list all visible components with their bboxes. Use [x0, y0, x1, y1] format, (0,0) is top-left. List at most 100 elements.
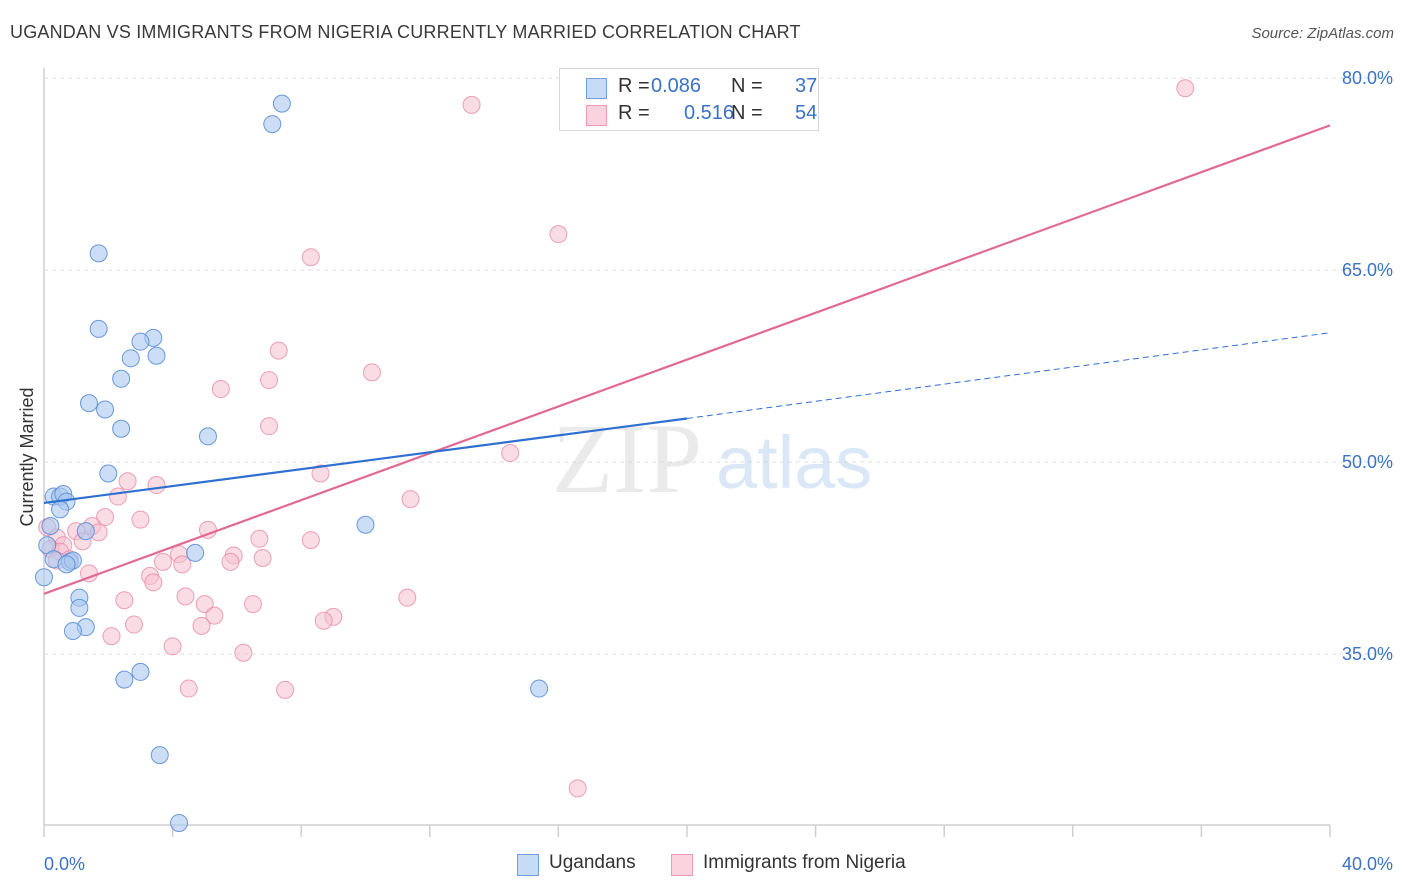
- grid-lines: [44, 77, 1392, 655]
- data-point-nigeria: [549, 225, 568, 244]
- x-tick-label: 0.0%: [44, 854, 85, 874]
- bottom-legend-swatch-blue: [517, 854, 539, 876]
- trend-lines: [43, 124, 1331, 595]
- bottom-legend-label: Immigrants from Nigeria: [703, 852, 906, 873]
- data-point-nigeria: [195, 595, 214, 614]
- data-point-nigeria: [131, 510, 150, 529]
- data-point-ugandan: [121, 349, 140, 368]
- data-point-nigeria: [144, 573, 163, 592]
- data-point-nigeria: [1176, 79, 1195, 98]
- data-point-nigeria: [153, 552, 172, 571]
- data-point-ugandan: [112, 369, 131, 388]
- data-point-nigeria: [102, 627, 121, 646]
- source-credit: Source: ZipAtlas.com: [1251, 25, 1394, 42]
- data-point-ugandan: [57, 555, 76, 574]
- data-point-nigeria: [301, 248, 320, 267]
- legend-r-value: 0.516: [684, 102, 735, 124]
- data-point-nigeria: [192, 616, 211, 635]
- data-point-nigeria: [501, 444, 520, 463]
- axes: [43, 68, 1331, 837]
- data-point-nigeria: [118, 472, 137, 491]
- data-point-ugandan: [41, 517, 60, 535]
- watermark-zip: ZIP: [552, 403, 702, 514]
- y-tick-label: 80.0%: [1342, 68, 1393, 88]
- data-point-nigeria: [108, 487, 127, 506]
- bottom-legend-swatch-pink: [671, 854, 693, 876]
- data-point-nigeria: [314, 611, 333, 630]
- data-point-ugandan: [115, 670, 134, 689]
- data-point-nigeria: [568, 779, 587, 798]
- data-point-nigeria: [250, 529, 269, 548]
- legend-n-value: 37: [795, 75, 818, 97]
- legend-swatch-pink: [586, 105, 607, 126]
- data-point-nigeria: [301, 531, 320, 550]
- data-point-ugandan: [170, 813, 189, 832]
- data-point-nigeria: [260, 417, 279, 436]
- y-tick-label: 35.0%: [1342, 644, 1393, 664]
- data-point-ugandan: [186, 543, 205, 562]
- bottom-legend-label: Ugandans: [549, 852, 636, 873]
- legend-n-value: 54: [795, 102, 818, 124]
- data-point-nigeria: [96, 508, 115, 527]
- data-point-ugandan: [530, 679, 549, 698]
- data-point-nigeria: [147, 476, 166, 495]
- data-point-ugandan: [356, 515, 375, 534]
- data-point-ugandan: [89, 319, 108, 338]
- data-point-nigeria: [276, 680, 295, 699]
- data-point-nigeria: [243, 595, 262, 614]
- legend-box: R = 0.086 N = 37 R = 0.516 N = 54: [559, 68, 819, 131]
- data-point-ugandan: [272, 94, 291, 113]
- trend-line-nigeria: [43, 124, 1331, 595]
- legend-n-label: N =: [731, 75, 763, 97]
- legend-r-label: R =: [618, 102, 650, 124]
- data-point-ugandan: [70, 598, 89, 617]
- data-point-nigeria: [398, 588, 417, 607]
- data-point-nigeria: [173, 555, 192, 574]
- data-point-ugandan: [89, 244, 108, 263]
- data-point-ugandan: [198, 427, 217, 446]
- series-immigrants-from-nigeria: [38, 79, 1195, 798]
- tick-labels: 35.0% 50.0% 65.0% 80.0% 0.0% 40.0%: [44, 68, 1393, 874]
- data-point-ugandan: [131, 662, 150, 681]
- y-axis-title: Currently Married: [17, 387, 37, 526]
- legend-swatch-blue: [586, 78, 607, 99]
- data-point-ugandan: [263, 115, 282, 134]
- y-tick-label: 65.0%: [1342, 260, 1393, 280]
- data-point-ugandan: [63, 621, 82, 640]
- trend-line-ugandans-extension: [686, 332, 1331, 419]
- data-point-ugandan: [147, 346, 166, 365]
- data-point-nigeria: [205, 606, 224, 625]
- watermark: ZIP atlas: [552, 403, 872, 514]
- data-point-ugandan: [80, 394, 99, 413]
- data-point-nigeria: [362, 363, 381, 382]
- series-ugandans: [35, 94, 549, 832]
- trend-line-ugandans: [43, 417, 688, 505]
- data-point-nigeria: [176, 587, 195, 606]
- data-point-nigeria: [163, 637, 182, 656]
- data-point-ugandan: [112, 419, 131, 438]
- data-point-ugandan: [150, 746, 169, 765]
- data-point-ugandan: [96, 400, 115, 419]
- x-tick-label: 40.0%: [1342, 854, 1393, 874]
- legend-r-value: 0.086: [651, 75, 702, 97]
- data-point-nigeria: [234, 643, 253, 662]
- data-point-ugandan: [35, 568, 53, 587]
- data-point-ugandan: [51, 500, 70, 519]
- data-point-nigeria: [311, 464, 330, 483]
- legend-n-label: N =: [731, 102, 763, 124]
- data-point-nigeria: [211, 380, 230, 399]
- watermark-atlas: atlas: [716, 421, 872, 504]
- data-point-nigeria: [125, 615, 144, 634]
- data-point-nigeria: [115, 591, 134, 610]
- legend-r-label: R =: [618, 75, 650, 97]
- chart-title: UGANDAN VS IMMIGRANTS FROM NIGERIA CURRE…: [10, 22, 801, 42]
- data-point-nigeria: [179, 679, 198, 698]
- data-point-nigeria: [253, 549, 272, 567]
- data-point-nigeria: [260, 371, 279, 390]
- data-point-nigeria: [401, 490, 420, 509]
- data-point-nigeria: [462, 95, 481, 114]
- data-point-nigeria: [221, 552, 240, 571]
- data-point-ugandan: [99, 464, 118, 483]
- y-tick-label: 50.0%: [1342, 452, 1393, 472]
